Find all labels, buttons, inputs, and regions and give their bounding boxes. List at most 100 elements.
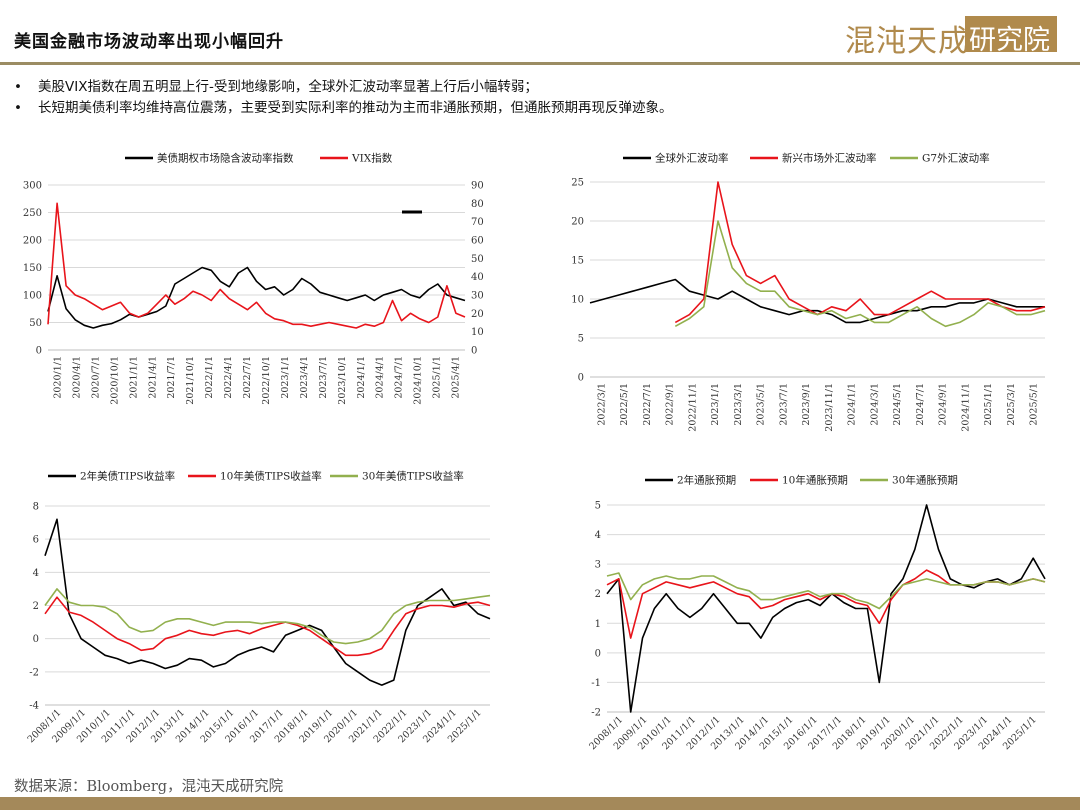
y-tick-label: 100	[23, 291, 42, 302]
y-tick-label: 50	[29, 318, 42, 329]
inflation-expectation-chart: -2 -1 0 1 2 3 4 5 2008/1/1 2009/1/1 2010/1/1 2011/1…	[555, 465, 1065, 770]
x-tick-label: 2022/5/1	[619, 383, 630, 426]
bullet-text: 美股VIX指数在周五明显上行-受到地缘影响，全球外汇波动率显著上行后小幅转弱；	[38, 79, 538, 95]
y-tick-label: 300	[23, 181, 42, 192]
y-tick-label: 0	[595, 648, 601, 659]
legend-label: VIX指数	[351, 152, 393, 165]
x-tick-label: 2023/7/1	[778, 383, 789, 426]
y-tick-label: 20	[571, 217, 584, 228]
x-tick-label: 2025/1/1	[432, 356, 443, 399]
x-tick-label: 2021/7/1	[166, 356, 177, 399]
brand-logo: 混沌天成 研究院	[845, 14, 1057, 59]
series-line	[674, 181, 1046, 324]
y-tick-label: 15	[571, 256, 584, 267]
series-line	[44, 588, 491, 645]
x-tick-label: 2024/11/1	[960, 383, 971, 432]
x-tick-label: 2024/7/1	[915, 383, 926, 426]
chart-svg: 0 5 10 15 20 25 2022/3/1 2022/5/1 2022/7/1 2022/9…	[571, 152, 1046, 432]
x-tick-label: 2023/5/1	[756, 383, 767, 426]
bullet-dot: •	[14, 100, 22, 116]
x-tick-label: 2024/10/1	[413, 356, 424, 405]
y-tick-label: -2	[591, 708, 601, 719]
y-tick-label: -4	[29, 701, 39, 712]
x-tick-label: 2023/11/1	[824, 383, 835, 432]
series-line	[589, 278, 1045, 324]
y-right-tick-label: 60	[471, 236, 484, 247]
x-tick-label: 2023/3/1	[733, 383, 744, 426]
x-tick-label: 2025/3/1	[1006, 383, 1017, 426]
x-tick-label: 2021/10/1	[185, 356, 196, 405]
x-tick-label: 2024/1/1	[356, 356, 367, 399]
legend-label: G7外汇波动率	[922, 152, 990, 165]
x-tick-label: 2020/10/1	[109, 356, 120, 405]
x-tick-label: 2025/1/1	[983, 383, 994, 426]
title-rule	[0, 62, 1080, 65]
x-tick-label: 2022/1/1	[204, 356, 215, 399]
series-line	[44, 596, 491, 657]
x-tick-label: 2025/4/1	[451, 356, 462, 399]
x-tick-label: 2022/3/1	[596, 383, 607, 426]
x-tick-label: 2022/7/1	[242, 356, 253, 399]
y-tick-label: 25	[571, 178, 584, 189]
y-tick-label: 250	[23, 208, 42, 219]
x-tick-label: 2025/5/1	[1029, 383, 1040, 426]
y-right-tick-label: 80	[471, 199, 484, 210]
y-tick-label: 8	[33, 502, 39, 513]
y-tick-label: -1	[591, 678, 601, 689]
series-line	[606, 569, 1046, 639]
y-right-tick-label: 10	[471, 327, 484, 338]
y-tick-label: 0	[578, 373, 584, 384]
y-tick-label: 2	[33, 601, 39, 612]
legend-label: 全球外汇波动率	[655, 152, 729, 165]
x-tick-label: 2024/7/1	[394, 356, 405, 399]
x-tick-label: 2022/11/1	[687, 383, 698, 432]
y-tick-label: 0	[33, 634, 39, 645]
chart-svg: -4-2024682008/1/12009/1/12010/1/12011/1/…	[26, 470, 491, 745]
tips-yield-chart: -4 -2 0 2 4 6 8 2008/1/1 2009/1/1 2010/1/1 2011/1/…	[10, 460, 510, 770]
y-tick-label: 5	[578, 334, 584, 345]
series-line	[674, 220, 1046, 328]
x-tick-label: 2020/4/1	[71, 356, 82, 399]
logo-text: 混沌天成	[845, 24, 969, 59]
bullet-item: • 长短期美债利率均维持高位震荡，主要受到实际利率的推动为主而非通胀预期，但通胀预…	[14, 98, 673, 119]
y-right-tick-label: 40	[471, 272, 484, 283]
y-right-tick-label: 30	[471, 291, 484, 302]
y-tick-label: -2	[29, 667, 39, 678]
x-tick-label: 2022/9/1	[665, 383, 676, 426]
legend-label: 美债期权市场隐含波动率指数	[157, 152, 294, 165]
x-tick-label: 2020/7/1	[90, 356, 101, 399]
title-bar: 美国金融市场波动率出现小幅回升 混沌天成 研究院	[0, 0, 1080, 62]
series-line	[47, 202, 466, 329]
x-tick-label: 2021/1/1	[128, 356, 139, 399]
y-tick-label: 10	[571, 295, 584, 306]
bullet-dot: •	[14, 79, 22, 95]
logo-box-text: 研究院	[969, 25, 1050, 56]
y-tick-label: 1	[595, 619, 601, 630]
x-tick-label: 2023/1/1	[280, 356, 291, 399]
x-tick-label: 2023/4/1	[299, 356, 310, 399]
y-tick-label: 6	[33, 535, 39, 546]
logo-box: 研究院	[965, 16, 1057, 56]
series-line	[47, 266, 466, 329]
page-title: 美国金融市场波动率出现小幅回升	[14, 32, 284, 52]
legend-label: 30年美债TIPS收益率	[362, 470, 464, 483]
y-tick-label: 3	[595, 560, 601, 571]
y-right-tick-label: 70	[471, 217, 484, 228]
bullet-list: • 美股VIX指数在周五明显上行-受到地缘影响，全球外汇波动率显著上行后小幅转弱；…	[14, 77, 673, 119]
y-tick-label: 5	[595, 501, 601, 512]
legend-label: 新兴市场外汇波动率	[782, 152, 877, 165]
series-line	[606, 572, 1046, 610]
x-tick-label: 2023/7/1	[318, 356, 329, 399]
legend-label: 30年通胀预期	[892, 474, 958, 487]
chart-svg: -2-10123452008/1/12009/1/12010/1/12011/1…	[587, 474, 1046, 752]
bullet-text: 长短期美债利率均维持高位震荡，主要受到实际利率的推动为主而非通胀预期，但通胀预期…	[38, 100, 673, 116]
legend-label: 10年美债TIPS收益率	[220, 470, 322, 483]
footer-bar	[0, 797, 1080, 810]
x-tick-label: 2021/4/1	[147, 356, 158, 399]
x-tick-label: 2024/3/1	[869, 383, 880, 426]
y-right-tick-label: 0	[471, 346, 477, 357]
x-tick-label: 2022/10/1	[261, 356, 272, 405]
x-tick-label: 2022/7/1	[642, 383, 653, 426]
x-tick-label: 2023/1/1	[710, 383, 721, 426]
x-tick-label: 2023/10/1	[337, 356, 348, 405]
